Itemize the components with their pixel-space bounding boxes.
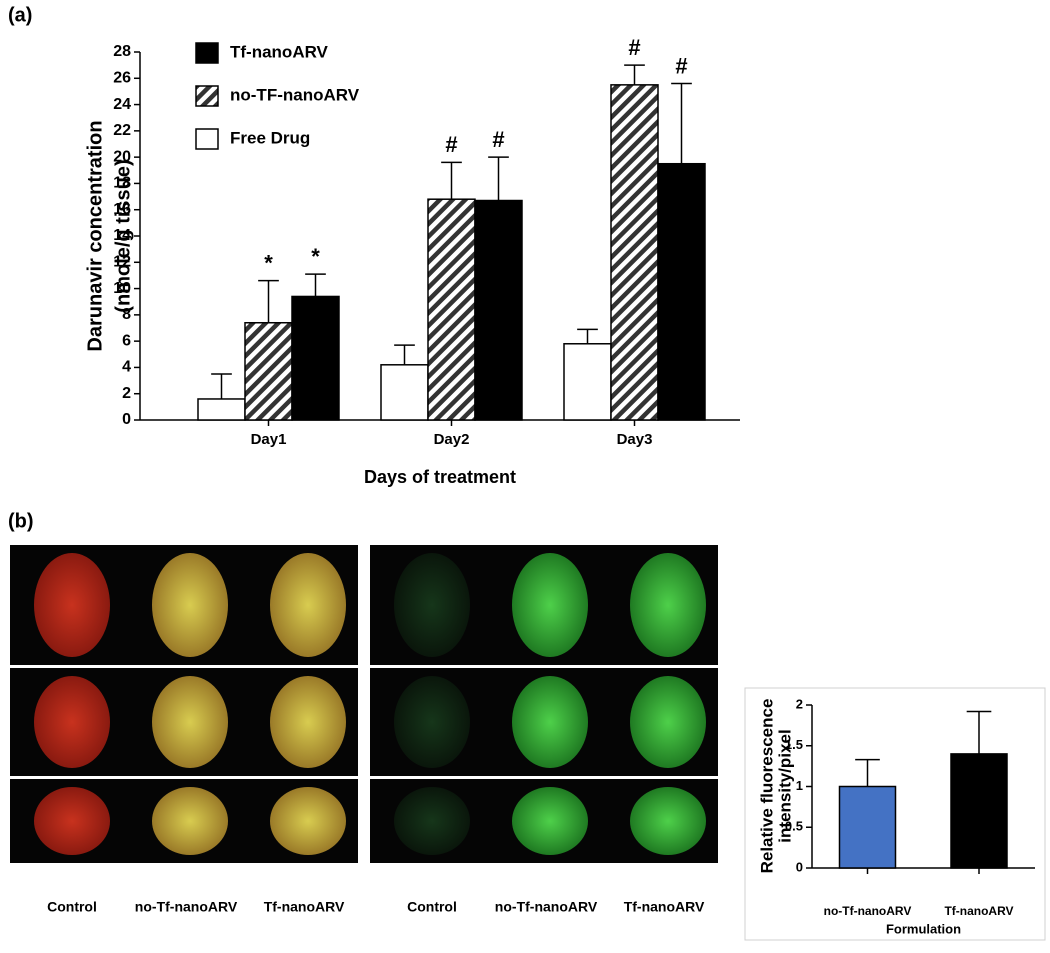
y-axis-label: Darunavir concentration	[84, 120, 106, 351]
brain-tissue	[152, 553, 228, 657]
y-tick-label: 0	[122, 411, 131, 428]
bar	[563, 343, 612, 421]
y-axis-label: intensity/pixel	[775, 729, 794, 842]
y-tick-label: 1.5	[785, 737, 803, 752]
x-tick-label: Day2	[434, 431, 470, 448]
brain-tissue	[630, 553, 706, 657]
brain-tissue	[34, 787, 110, 855]
bar	[610, 84, 659, 421]
image-caption: Control	[47, 899, 97, 915]
image-caption: Tf-nanoARV	[624, 899, 705, 915]
brain-tissue	[630, 676, 706, 768]
panel-label: (b)	[8, 510, 34, 532]
y-tick-label: 26	[113, 70, 131, 87]
y-tick-label: 18	[113, 175, 131, 192]
image-caption: no-Tf-nanoARV	[495, 899, 598, 915]
y-tick-label: 8	[122, 306, 131, 323]
y-tick-label: 2	[796, 696, 803, 711]
image-caption: Control	[407, 899, 457, 915]
brain-tissue	[394, 676, 470, 768]
legend-swatch	[195, 42, 219, 64]
y-tick-label: 1	[796, 778, 803, 793]
y-tick-label: 0	[796, 859, 803, 874]
x-axis-label: Formulation	[886, 921, 961, 936]
y-tick-label: 10	[113, 280, 131, 297]
y-tick-label: 16	[113, 201, 131, 218]
bar	[380, 364, 429, 421]
y-tick-label: 4	[122, 359, 131, 376]
brain-tissue	[152, 676, 228, 768]
y-tick-label: 22	[113, 122, 131, 139]
y-tick-label: 14	[113, 227, 131, 244]
y-axis-label: Relative fluorescence	[757, 699, 776, 874]
legend-label: Tf-nanoARV	[230, 42, 329, 61]
y-tick-label: 6	[122, 332, 131, 349]
x-tick-label: no-Tf-nanoARV	[824, 904, 912, 918]
brain-tissue	[270, 553, 346, 657]
brain-tissue	[34, 676, 110, 768]
plot-frame	[744, 687, 1046, 941]
legend-label: Free Drug	[230, 128, 310, 147]
brain-tissue	[394, 553, 470, 657]
brain-tissue	[270, 676, 346, 768]
image-caption: Tf-nanoARV	[264, 899, 345, 915]
y-tick-label: 12	[113, 254, 131, 271]
x-tick-label: Day1	[251, 431, 287, 448]
y-tick-label: 2	[122, 385, 131, 402]
y-tick-label: 24	[113, 96, 131, 113]
significance-mark: #	[628, 35, 640, 60]
significance-mark: #	[675, 53, 687, 78]
brain-tissue	[34, 553, 110, 657]
significance-mark: #	[492, 127, 504, 152]
bar	[950, 753, 1008, 869]
bar	[427, 198, 476, 421]
brain-tissue	[270, 787, 346, 855]
significance-mark: *	[264, 250, 273, 275]
panel-label: (a)	[8, 4, 32, 26]
brain-tissue	[512, 676, 588, 768]
y-axis-label: (nmole/g tissue)	[112, 159, 134, 312]
brain-tissue	[152, 787, 228, 855]
x-tick-label: Day3	[617, 431, 653, 448]
brain-tissue	[512, 553, 588, 657]
y-tick-label: 20	[113, 148, 131, 165]
x-axis-label: Days of treatment	[364, 467, 516, 487]
brain-tissue	[512, 787, 588, 855]
significance-mark: *	[311, 244, 320, 269]
image-caption: no-Tf-nanoARV	[135, 899, 238, 915]
legend-swatch	[195, 85, 219, 107]
y-tick-label: 0.5	[785, 819, 803, 834]
significance-mark: #	[445, 132, 457, 157]
legend-label: no-TF-nanoARV	[230, 85, 360, 104]
bar	[244, 321, 293, 421]
brain-tissue	[394, 787, 470, 855]
brain-tissue	[630, 787, 706, 855]
x-tick-label: Tf-nanoARV	[944, 904, 1013, 918]
bar	[291, 295, 340, 421]
bar	[838, 785, 897, 869]
bar	[197, 398, 246, 421]
bar	[657, 162, 706, 421]
bar	[474, 199, 523, 421]
legend-swatch	[195, 128, 219, 150]
y-tick-label: 28	[113, 43, 131, 60]
